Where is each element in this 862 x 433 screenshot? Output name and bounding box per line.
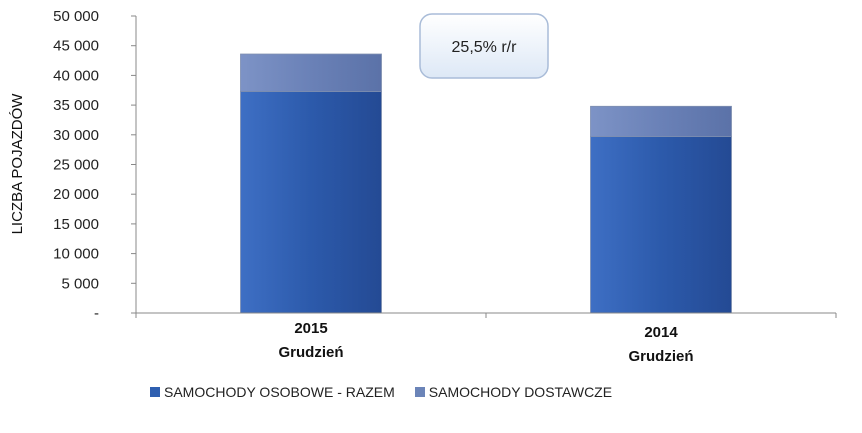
bar-segment bbox=[240, 91, 382, 314]
annotation-callout: 25,5% r/r bbox=[419, 13, 549, 79]
y-axis-label: LICZBA POJAZDÓW bbox=[9, 93, 26, 235]
y-ticks: - 5 000 10 000 15 000 20 000 25 000 30 000 35 0… bbox=[53, 8, 136, 322]
bar-segment bbox=[590, 105, 732, 137]
legend-swatch-dostawcze bbox=[414, 387, 425, 397]
annotation-text: 25,5% r/r bbox=[452, 39, 518, 56]
y-tick-label: 50 000 bbox=[53, 8, 99, 25]
y-tick-label: 15 000 bbox=[53, 216, 99, 233]
category-month-label: Grudzień bbox=[278, 344, 343, 361]
bar-segment bbox=[590, 136, 732, 314]
x-labels: 2015 Grudzień 2014 Grudzień bbox=[278, 320, 693, 365]
legend-swatch-osobowe bbox=[150, 387, 160, 397]
y-tick-label: 35 000 bbox=[53, 97, 99, 114]
category-month-label: Grudzień bbox=[628, 348, 693, 365]
y-tick-label: 5 000 bbox=[61, 275, 99, 292]
legend-item-osobowe: SAMOCHODY OSOBOWE - RAZEM bbox=[150, 384, 395, 400]
y-tick-label: - bbox=[94, 305, 99, 322]
bars bbox=[240, 53, 732, 314]
annotation-box bbox=[419, 13, 549, 79]
legend-item-dostawcze: SAMOCHODY DOSTAWCZE bbox=[414, 384, 613, 400]
y-tick-label: 10 000 bbox=[53, 246, 99, 263]
y-tick-label: 45 000 bbox=[53, 38, 99, 55]
y-tick-label: 25 000 bbox=[53, 157, 99, 174]
legend: SAMOCHODY OSOBOWE - RAZEM SAMOCHODY DOST… bbox=[150, 382, 612, 402]
y-tick-label: 30 000 bbox=[53, 127, 99, 144]
legend-label-dostawcze: SAMOCHODY DOSTAWCZE bbox=[428, 384, 613, 400]
category-year-label: 2014 bbox=[644, 324, 678, 341]
category-year-label: 2015 bbox=[294, 320, 327, 337]
y-tick-label: 20 000 bbox=[53, 186, 99, 203]
y-tick-label: 40 000 bbox=[53, 67, 99, 84]
bar-segment bbox=[240, 53, 382, 92]
axes bbox=[135, 16, 837, 318]
legend-label-osobowe: SAMOCHODY OSOBOWE - RAZEM bbox=[164, 384, 395, 400]
